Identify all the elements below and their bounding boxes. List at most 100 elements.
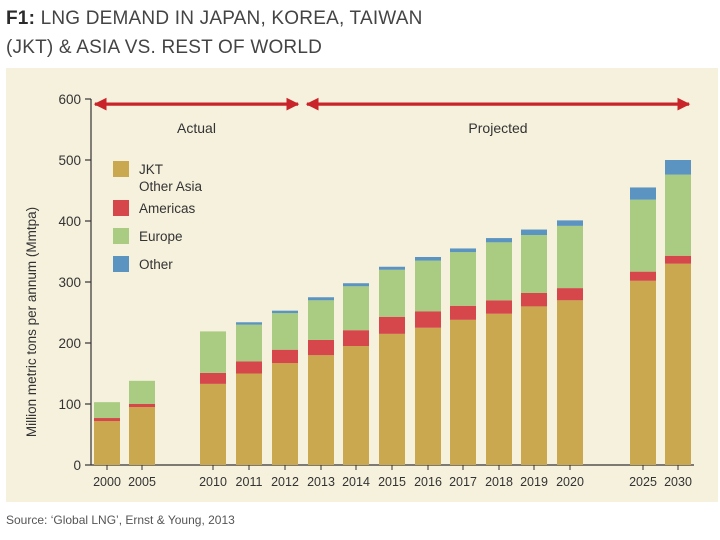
- bar-segment-europe-2005: [129, 380, 155, 404]
- bar-segment-jkt-other-asia-2025: [630, 280, 656, 465]
- bar-segment-americas-2014: [343, 330, 369, 347]
- bar-segment-other-2015: [379, 266, 405, 270]
- chart-title: F1: LNG DEMAND IN JAPAN, KOREA, TAIWAN (…: [6, 4, 423, 62]
- bar-segment-other-2019: [521, 229, 547, 236]
- bar-segment-jkt-other-asia-2017: [450, 319, 476, 465]
- legend-label-line2: Other Asia: [139, 179, 203, 194]
- x-tick-label: 2011: [236, 475, 263, 489]
- x-tick-label: 2017: [449, 475, 477, 489]
- bar-segment-europe-2017: [450, 252, 476, 306]
- chart-panel: 0 100 200 300 400 500 600 2000 2005 2010 2011 2012 2…: [6, 68, 718, 502]
- bar-segment-americas-2019: [521, 292, 547, 307]
- bar-segment-other-2011: [236, 322, 262, 325]
- bar-segment-jkt-other-asia-2016: [415, 327, 441, 465]
- bar-segment-europe-2016: [415, 260, 441, 312]
- bar-segment-jkt-other-asia-2015: [379, 333, 405, 465]
- y-tick-label: 400: [58, 214, 81, 229]
- bar-segment-other-2018: [486, 238, 512, 243]
- y-tick-label: 600: [58, 92, 81, 107]
- axes: 0 100 200 300 400 500 600 2000 2005 2010 2011 2012 2…: [58, 92, 694, 489]
- x-tick-label: 2015: [378, 475, 406, 489]
- x-tick-label: 2012: [271, 475, 299, 489]
- bar-segment-europe-2025: [630, 199, 656, 272]
- bar-segment-americas-2013: [308, 339, 334, 356]
- bar-segment-americas-2018: [486, 300, 512, 314]
- bar-segment-americas-2005: [129, 404, 155, 408]
- bar-segment-jkt-other-asia-2030: [665, 263, 691, 465]
- bar-segment-jkt-other-asia-2010: [200, 383, 226, 465]
- bar-segment-americas-2010: [200, 372, 226, 384]
- bar-segment-americas-2020: [557, 288, 583, 301]
- legend-swatch-europe: [113, 228, 129, 244]
- bar-segment-americas-2016: [415, 311, 441, 328]
- x-tick-label: 2018: [485, 475, 513, 489]
- bar-segment-other-2017: [450, 248, 476, 253]
- bar-segment-americas-2000: [94, 418, 120, 422]
- bar-segment-europe-2000: [94, 402, 120, 419]
- x-tick-label: 2019: [520, 475, 548, 489]
- title-line-2: (JKT) & ASIA VS. REST OF WORLD: [6, 37, 323, 58]
- bar-segment-other-2030: [665, 160, 691, 175]
- bar-segment-jkt-other-asia-2019: [521, 306, 547, 465]
- x-tick-label: 2014: [342, 475, 370, 489]
- bar-segment-europe-2030: [665, 174, 691, 256]
- bar-segment-europe-2020: [557, 225, 583, 289]
- bar-segment-europe-2010: [200, 331, 226, 373]
- legend-label-jkt: JKT: [139, 162, 163, 177]
- legend-label-americas: Americas: [139, 201, 196, 216]
- x-tick-label: 2030: [664, 475, 692, 489]
- bar-segment-jkt-other-asia-2013: [308, 355, 334, 465]
- bar-segment-jkt-other-asia-2018: [486, 313, 512, 465]
- legend-swatch-jkt: [113, 161, 129, 177]
- bar-segment-other-2013: [308, 297, 334, 301]
- y-tick-label: 200: [58, 336, 81, 351]
- x-tick-label: 2010: [199, 475, 227, 489]
- y-axis-label: Million metric tons per annum (Mmtpa): [24, 207, 39, 437]
- bar-segment-europe-2015: [379, 269, 405, 317]
- legend-swatch-americas: [113, 200, 129, 216]
- bar-segment-other-2012: [272, 310, 298, 314]
- bar-segment-jkt-other-asia-2011: [236, 373, 262, 465]
- y-tick-label: 0: [73, 458, 81, 473]
- bar-segment-europe-2018: [486, 242, 512, 301]
- x-tick-label: 2016: [414, 475, 442, 489]
- legend: JKT Other Asia Americas Europe Other: [113, 161, 203, 272]
- bars: [94, 160, 691, 465]
- legend-label-europe: Europe: [139, 229, 183, 244]
- y-tick-label: 500: [58, 153, 81, 168]
- source-note: Source: ‘Global LNG’, Ernst & Young, 201…: [6, 513, 235, 527]
- legend-swatch-other: [113, 256, 129, 272]
- x-tick-label: 2020: [556, 475, 584, 489]
- stacked-bar-chart: 0 100 200 300 400 500 600 2000 2005 2010 2011 2012 2…: [24, 92, 694, 489]
- bar-segment-jkt-other-asia-2005: [129, 407, 155, 465]
- title-text-1: LNG DEMAND IN JAPAN, KOREA, TAIWAN: [40, 8, 423, 29]
- bar-segment-other-2020: [557, 220, 583, 226]
- legend-label-other: Other: [139, 257, 173, 272]
- bar-segment-americas-2011: [236, 361, 262, 374]
- title-line-1: F1: LNG DEMAND IN JAPAN, KOREA, TAIWAN: [6, 4, 423, 33]
- bar-segment-americas-2025: [630, 271, 656, 281]
- annotation-label-actual: Actual: [177, 120, 216, 136]
- annotations: Actual Projected: [93, 97, 691, 136]
- bar-segment-europe-2014: [343, 286, 369, 331]
- y-tick-label: 300: [58, 275, 81, 290]
- bar-segment-other-2014: [343, 283, 369, 287]
- bar-segment-americas-2015: [379, 316, 405, 334]
- bar-segment-jkt-other-asia-2014: [343, 346, 369, 465]
- bar-segment-europe-2012: [272, 313, 298, 350]
- x-tick-label: 2000: [93, 475, 121, 489]
- bar-segment-other-2016: [415, 256, 441, 261]
- bar-segment-europe-2011: [236, 324, 262, 362]
- bar-segment-jkt-other-asia-2020: [557, 300, 583, 465]
- annotation-label-projected: Projected: [468, 120, 527, 136]
- bar-segment-other-2025: [630, 187, 656, 200]
- bar-segment-americas-2030: [665, 255, 691, 264]
- figure-label: F1:: [6, 8, 36, 29]
- x-tick-label: 2025: [629, 475, 657, 489]
- y-tick-label: 100: [58, 397, 81, 412]
- x-tick-label: 2013: [307, 475, 335, 489]
- bar-segment-americas-2012: [272, 349, 298, 364]
- bar-segment-europe-2019: [521, 235, 547, 293]
- bar-segment-jkt-other-asia-2000: [94, 421, 120, 465]
- bar-segment-europe-2013: [308, 300, 334, 340]
